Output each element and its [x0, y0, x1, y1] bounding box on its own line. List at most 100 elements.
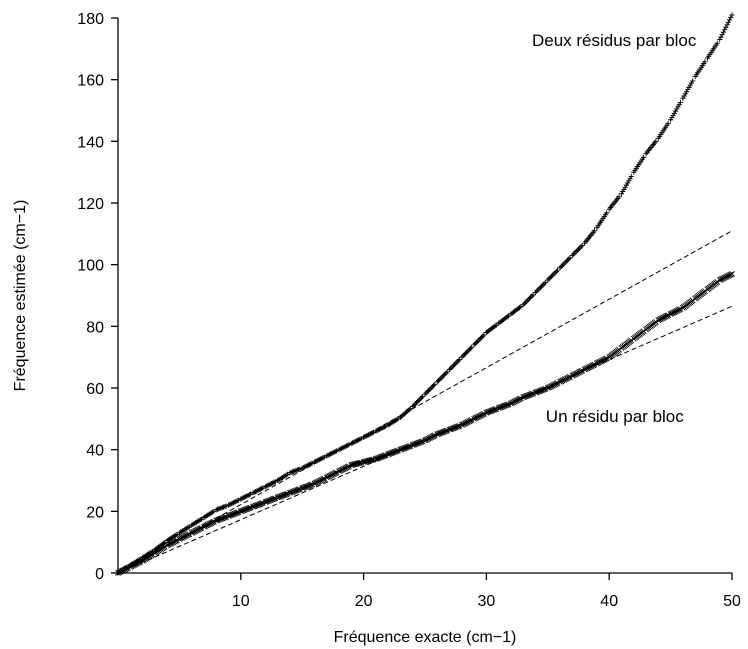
data-point [251, 489, 257, 495]
data-point [230, 500, 237, 506]
data-point [558, 263, 564, 270]
data-point [604, 210, 610, 216]
data-point [553, 268, 559, 275]
data-point [185, 524, 191, 531]
data-point [327, 451, 334, 457]
data-point [525, 297, 531, 303]
x-ticks: 10 20 30 40 50 [232, 573, 741, 610]
data-point [291, 468, 297, 475]
data-point [591, 228, 598, 234]
data-point [295, 466, 302, 473]
data-point [555, 267, 561, 273]
data-point [437, 376, 443, 382]
data-point [480, 333, 486, 339]
data-point [521, 300, 528, 307]
data-point [569, 252, 575, 259]
data-point [383, 423, 389, 429]
data-point [173, 532, 179, 538]
data-point [252, 489, 259, 495]
data-point [356, 460, 363, 466]
data-point [268, 480, 275, 487]
data-point [464, 349, 470, 355]
data-point [321, 454, 327, 460]
data-point [218, 505, 224, 511]
data-point [526, 295, 532, 302]
data-point [523, 299, 529, 305]
data-point [719, 32, 725, 38]
data-point [426, 387, 432, 394]
data-point [246, 505, 253, 512]
y-tick-label: 100 [77, 258, 104, 275]
data-point [548, 273, 555, 279]
data-point [539, 283, 545, 289]
y-ticks: 0 20 40 60 80 100 120 140 160 180 [77, 11, 118, 583]
data-point [551, 271, 557, 277]
data-point [266, 482, 272, 488]
data-point [577, 245, 583, 251]
data-point [419, 394, 426, 400]
data-point [530, 292, 536, 298]
data-point [557, 265, 563, 271]
data-point [542, 279, 548, 286]
data-point [616, 194, 622, 200]
data-point [289, 469, 295, 475]
data-point [453, 360, 459, 366]
data-point [455, 358, 461, 364]
y-tick-label: 0 [95, 566, 104, 583]
data-point [223, 503, 229, 509]
data-point [702, 59, 708, 65]
data-point [430, 382, 437, 389]
data-point [653, 138, 659, 144]
data-point [255, 487, 261, 493]
data-point [476, 337, 482, 343]
data-point [460, 353, 466, 359]
data-point [369, 456, 376, 463]
data-point [245, 492, 251, 498]
data-point [229, 500, 235, 506]
data-point [478, 334, 485, 341]
data-point [574, 247, 580, 254]
data-point [729, 270, 735, 277]
data-point [572, 250, 578, 256]
data-point [239, 495, 245, 501]
data-point [233, 498, 239, 505]
data-point [720, 29, 727, 35]
data-point [352, 439, 358, 445]
data-point [234, 509, 241, 516]
data-point [413, 400, 420, 406]
data-point [477, 336, 483, 342]
data-point [567, 255, 573, 261]
data-point [528, 391, 535, 397]
data-point [462, 350, 469, 357]
data-point [628, 173, 634, 180]
data-point [546, 276, 552, 282]
data-point [435, 378, 442, 384]
data-point [227, 501, 233, 508]
data-point [406, 443, 412, 450]
data-point [723, 24, 729, 30]
data-point [541, 281, 547, 287]
data-point [221, 514, 228, 521]
data-point [465, 348, 471, 354]
data-point [309, 460, 315, 466]
data-point [381, 452, 388, 459]
y-tick-label: 20 [86, 504, 104, 521]
data-point [520, 302, 526, 308]
x-tick-label: 20 [355, 593, 373, 610]
data-point [412, 401, 418, 407]
data-point [287, 470, 293, 476]
data-point [718, 34, 724, 40]
plot-area [115, 12, 735, 576]
data-point [238, 496, 244, 502]
data-point [442, 428, 449, 434]
annotation-un-residu: Un résidu par bloc [546, 407, 684, 426]
reference-dashed-line [117, 305, 733, 574]
data-point [552, 270, 558, 276]
data-point [427, 386, 433, 392]
x-tick-label: 30 [478, 593, 496, 610]
data-point [343, 443, 350, 449]
data-point [246, 492, 252, 498]
data-point [424, 389, 431, 395]
data-point [516, 304, 523, 311]
data-point [550, 272, 556, 278]
